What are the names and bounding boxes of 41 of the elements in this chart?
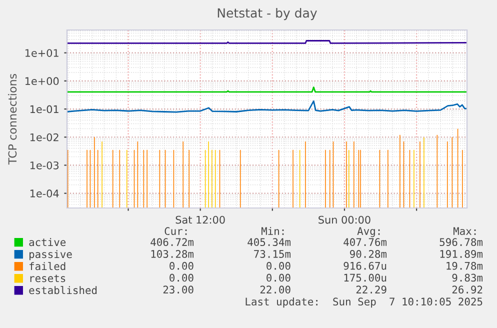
legend-label: active [29, 238, 66, 246]
y-tick-label: 1e-02 [30, 133, 58, 142]
y-tick-label: 1e+00 [25, 77, 59, 86]
y-tick-label: 1e+01 [25, 49, 58, 57]
text: Min: [262, 226, 284, 235]
legend-label: established [29, 286, 97, 294]
x-tick-label: Sun 00:00 [318, 216, 370, 224]
text: 407.76m [344, 238, 387, 246]
text: 916.67u [344, 262, 386, 270]
text: 23.00 [163, 286, 194, 294]
text: 9.83m [452, 274, 483, 282]
y-axis-title: TCP connections [8, 74, 17, 165]
text: 90.28m [350, 250, 387, 258]
text: 0.00 [266, 262, 290, 270]
text: Cur: [164, 227, 187, 236]
text: 175.00u [344, 274, 386, 282]
text: 0.00 [266, 274, 290, 282]
text: 406.72m [150, 238, 194, 246]
y-tick-label: 1e-03 [30, 161, 59, 170]
legend-label: failed [30, 262, 66, 270]
x-tick-label: Sat 12:00 [176, 216, 225, 224]
chart-title: Netstat - by day [218, 8, 317, 20]
text: Max: [454, 227, 476, 236]
text: 596.78m [440, 238, 483, 246]
y-tick-label: 1e-04 [30, 190, 59, 198]
text: 73.15m [254, 250, 291, 258]
text: Last update: Sun Sep 7 10:10:05 2025 [246, 297, 482, 308]
line-series [67, 100, 467, 113]
text: 405.34m [248, 238, 291, 246]
text: 22.00 [260, 286, 290, 294]
text: 0.00 [170, 274, 194, 282]
text: 19.78m [446, 262, 483, 270]
text: 103.28m [151, 250, 194, 258]
legend-label: passive [30, 250, 72, 260]
text: 0.00 [170, 262, 194, 270]
text: 191.89m [440, 250, 483, 258]
y-tick-label: 1e-01 [30, 105, 58, 114]
text: 22.29 [356, 286, 386, 294]
text: 26.92 [452, 286, 482, 294]
legend-label: resets [30, 274, 66, 282]
text: Avg: [357, 227, 380, 238]
